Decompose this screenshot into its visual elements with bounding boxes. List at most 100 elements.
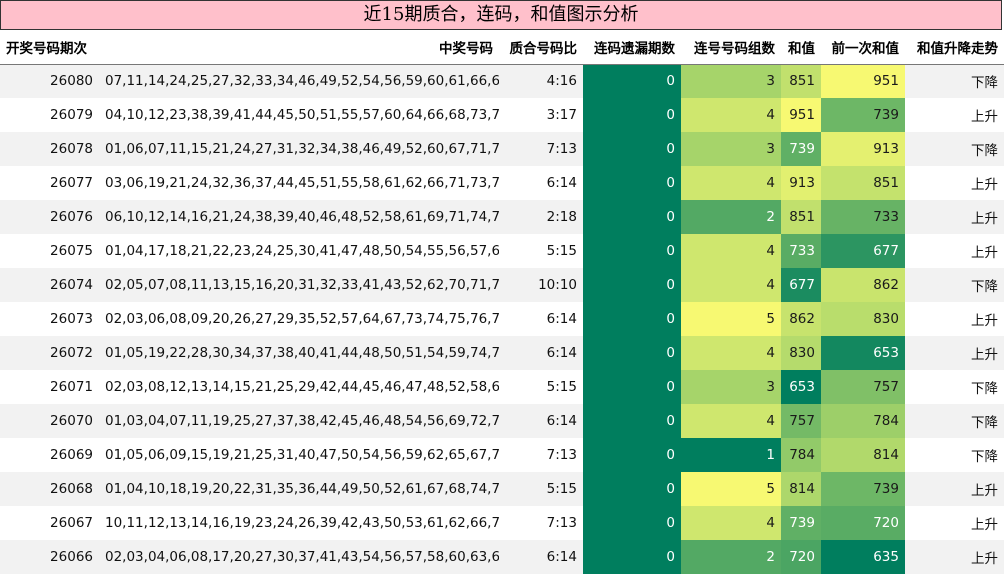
cell-sum: 733 [781,234,821,268]
cell-trend: 上升 [905,98,1004,132]
cell-numbers: 01,04,17,18,21,22,23,24,25,30,41,47,48,5… [99,234,499,268]
cell-trend: 下降 [905,64,1004,98]
cell-sum: 862 [781,302,821,336]
cell-miss: 0 [583,64,681,98]
cell-ratio: 6:14 [499,166,583,200]
cell-ratio: 7:13 [499,132,583,166]
table-row: 26080 07,11,14,24,25,27,32,33,34,46,49,52… [0,64,1004,98]
cell-sum: 757 [781,404,821,438]
cell-miss: 0 [583,336,681,370]
header-row: 开奖号码期次 中奖号码 质合号码比 连码遗漏期数 连号号码组数 和值 前一次和值… [0,30,1004,64]
cell-ratio: 7:13 [499,438,583,472]
cell-numbers: 10,11,12,13,14,16,19,23,24,26,39,42,43,5… [99,506,499,540]
table-row: 26067 10,11,12,13,14,16,19,23,24,26,39,42… [0,506,1004,540]
cell-numbers: 03,06,19,21,24,32,36,37,44,45,51,55,58,6… [99,166,499,200]
cell-numbers: 02,03,06,08,09,20,26,27,29,35,52,57,64,6… [99,302,499,336]
cell-miss: 0 [583,200,681,234]
cell-prev-sum: 951 [821,64,905,98]
table-body: 26080 07,11,14,24,25,27,32,33,34,46,49,52… [0,64,1004,574]
cell-numbers: 01,05,19,22,28,30,34,37,38,40,41,44,48,5… [99,336,499,370]
cell-trend: 下降 [905,132,1004,166]
cell-period: 26078 [0,132,99,166]
cell-prev-sum: 739 [821,98,905,132]
cell-period: 26068 [0,472,99,506]
table-row: 26068 01,04,10,18,19,20,22,31,35,36,44,49… [0,472,1004,506]
header-trend: 和值升降走势 [905,30,1004,64]
cell-ratio: 5:15 [499,370,583,404]
cell-groups: 1 [681,438,781,472]
cell-trend: 下降 [905,404,1004,438]
cell-miss: 0 [583,166,681,200]
cell-sum: 677 [781,268,821,302]
cell-period: 26074 [0,268,99,302]
cell-ratio: 6:14 [499,302,583,336]
cell-period: 26069 [0,438,99,472]
table-row: 26076 06,10,12,14,16,21,24,38,39,40,46,48… [0,200,1004,234]
cell-ratio: 5:15 [499,472,583,506]
cell-period: 26077 [0,166,99,200]
cell-miss: 0 [583,540,681,574]
cell-prev-sum: 653 [821,336,905,370]
cell-numbers: 02,03,08,12,13,14,15,21,25,29,42,44,45,4… [99,370,499,404]
cell-period: 26080 [0,64,99,98]
cell-miss: 0 [583,472,681,506]
cell-prev-sum: 733 [821,200,905,234]
cell-period: 26072 [0,336,99,370]
cell-period: 26073 [0,302,99,336]
header-groups: 连号号码组数 [681,30,781,64]
cell-groups: 3 [681,370,781,404]
cell-numbers: 04,10,12,23,38,39,41,44,45,50,51,55,57,6… [99,98,499,132]
cell-groups: 2 [681,200,781,234]
cell-numbers: 01,03,04,07,11,19,25,27,37,38,42,45,46,4… [99,404,499,438]
table-row: 26072 01,05,19,22,28,30,34,37,38,40,41,44… [0,336,1004,370]
cell-groups: 4 [681,166,781,200]
cell-miss: 0 [583,302,681,336]
cell-period: 26076 [0,200,99,234]
cell-prev-sum: 784 [821,404,905,438]
header-miss: 连码遗漏期数 [583,30,681,64]
header-period: 开奖号码期次 [0,30,99,64]
cell-numbers: 01,04,10,18,19,20,22,31,35,36,44,49,50,5… [99,472,499,506]
cell-miss: 0 [583,506,681,540]
cell-prev-sum: 862 [821,268,905,302]
cell-miss: 0 [583,438,681,472]
cell-sum: 720 [781,540,821,574]
cell-ratio: 6:14 [499,336,583,370]
table-row: 26075 01,04,17,18,21,22,23,24,25,30,41,47… [0,234,1004,268]
cell-groups: 4 [681,268,781,302]
cell-ratio: 10:10 [499,268,583,302]
cell-miss: 0 [583,98,681,132]
cell-period: 26075 [0,234,99,268]
cell-ratio: 4:16 [499,64,583,98]
cell-period: 26079 [0,98,99,132]
cell-sum: 913 [781,166,821,200]
cell-trend: 上升 [905,234,1004,268]
cell-miss: 0 [583,132,681,166]
table-row: 26071 02,03,08,12,13,14,15,21,25,29,42,44… [0,370,1004,404]
cell-groups: 4 [681,336,781,370]
cell-prev-sum: 757 [821,370,905,404]
cell-groups: 4 [681,404,781,438]
cell-trend: 上升 [905,336,1004,370]
cell-numbers: 01,05,06,09,15,19,21,25,31,40,47,50,54,5… [99,438,499,472]
cell-groups: 5 [681,302,781,336]
cell-period: 26066 [0,540,99,574]
cell-sum: 653 [781,370,821,404]
cell-period: 26070 [0,404,99,438]
cell-trend: 上升 [905,200,1004,234]
cell-prev-sum: 913 [821,132,905,166]
cell-miss: 0 [583,370,681,404]
cell-groups: 3 [681,132,781,166]
table-row: 26070 01,03,04,07,11,19,25,27,37,38,42,45… [0,404,1004,438]
cell-ratio: 6:14 [499,404,583,438]
cell-sum: 784 [781,438,821,472]
cell-prev-sum: 814 [821,438,905,472]
cell-trend: 上升 [905,506,1004,540]
cell-trend: 上升 [905,472,1004,506]
cell-ratio: 2:18 [499,200,583,234]
cell-numbers: 02,05,07,08,11,13,15,16,20,31,32,33,41,4… [99,268,499,302]
cell-trend: 上升 [905,540,1004,574]
cell-prev-sum: 851 [821,166,905,200]
cell-ratio: 3:17 [499,98,583,132]
cell-groups: 4 [681,98,781,132]
